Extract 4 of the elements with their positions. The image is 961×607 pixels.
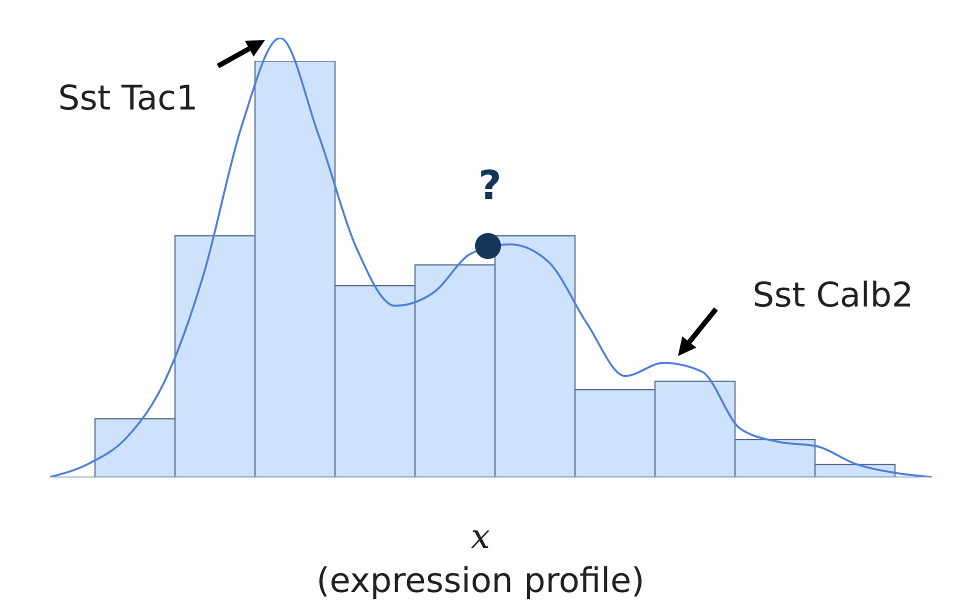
annotation: Sst Tac1 <box>58 78 198 118</box>
annotation: ? <box>478 162 502 209</box>
x-axis-title: x (expression profile) <box>315 516 646 603</box>
annotation: Sst Calb2 <box>752 275 914 316</box>
